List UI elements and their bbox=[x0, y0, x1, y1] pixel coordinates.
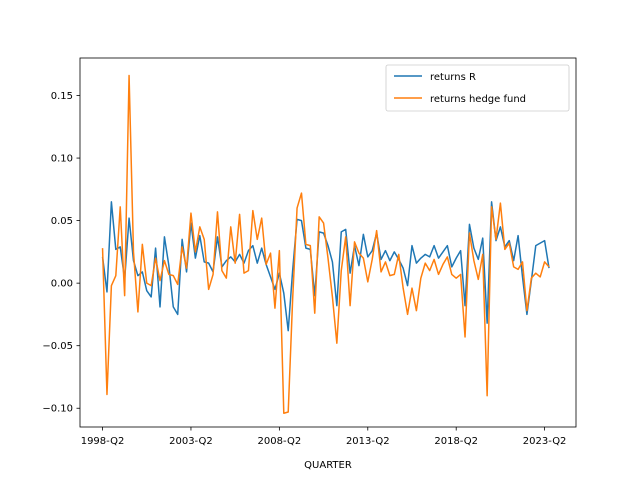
x-tick-label: 2023-Q2 bbox=[523, 436, 567, 447]
x-axis: 1998-Q2 2003-Q2 2008-Q2 2013-Q2 2018-Q2 2023-… bbox=[81, 427, 567, 447]
y-tick-label: 0.00 bbox=[51, 279, 73, 290]
x-tick-label: 2008-Q2 bbox=[258, 436, 302, 447]
y-axis: −0.10 −0.05 0.00 0.05 0.10 0.15 bbox=[42, 91, 80, 415]
legend: returns R returns hedge fund bbox=[385, 64, 570, 112]
series-line-returns-hedge-fund bbox=[101, 74, 550, 414]
y-tick-label: −0.05 bbox=[42, 341, 73, 352]
y-tick-label: 0.05 bbox=[51, 216, 73, 227]
plot-area bbox=[101, 74, 550, 414]
axes-frame bbox=[79, 57, 577, 428]
x-tick-label: 2018-Q2 bbox=[434, 436, 478, 447]
legend-box bbox=[385, 64, 570, 112]
legend-label-returns-r: returns R bbox=[430, 72, 476, 83]
x-tick-label: 2013-Q2 bbox=[346, 436, 390, 447]
y-tick-label: 0.10 bbox=[51, 154, 73, 165]
x-tick-label: 2003-Q2 bbox=[169, 436, 213, 447]
legend-label-returns-hedge-fund: returns hedge fund bbox=[430, 94, 526, 105]
y-tick-label: −0.10 bbox=[42, 404, 73, 415]
y-tick-label: 0.15 bbox=[51, 91, 73, 102]
x-axis-title: QUARTER bbox=[304, 460, 352, 471]
x-tick-label: 1998-Q2 bbox=[81, 436, 125, 447]
